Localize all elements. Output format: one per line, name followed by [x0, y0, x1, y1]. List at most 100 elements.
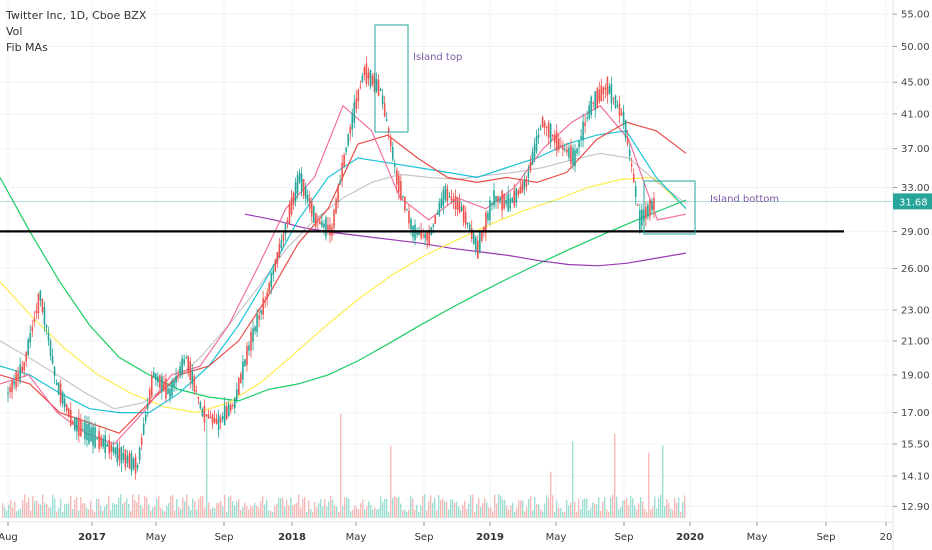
- volume-bar: [24, 494, 26, 518]
- volume-bar: [518, 500, 520, 518]
- volume-bar: [290, 497, 292, 518]
- price-candle: [464, 212, 467, 225]
- price-candle: [161, 376, 163, 392]
- price-candle: [244, 359, 246, 367]
- current-price-label: 31.68: [899, 197, 928, 208]
- legend-volume: Vol: [6, 25, 23, 38]
- price-candle: [442, 190, 445, 206]
- price-candle: [106, 444, 109, 447]
- volume-bar: [496, 503, 498, 518]
- volume-bar: [288, 505, 290, 518]
- volume-bar: [600, 510, 602, 518]
- volume-bar: [400, 503, 402, 518]
- price-candle: [543, 122, 546, 128]
- price-candle: [25, 351, 28, 362]
- volume-bar: [634, 505, 636, 518]
- volume-bar: [58, 508, 60, 518]
- price-candle: [630, 163, 633, 167]
- volume-bar: [656, 508, 658, 518]
- volume-bar: [318, 503, 320, 518]
- y-tick-label: 21.00: [901, 336, 930, 347]
- price-candle: [541, 117, 544, 128]
- volume-bar: [466, 508, 468, 518]
- price-candle: [78, 417, 80, 437]
- volume-bar: [294, 503, 296, 518]
- price-candle: [23, 361, 25, 371]
- volume-bar: [204, 507, 206, 518]
- price-candle: [436, 213, 439, 215]
- island-bottom-label: Island bottom: [710, 194, 779, 205]
- volume-bar: [552, 495, 554, 518]
- volume-bar: [344, 497, 346, 518]
- volume-bar: [440, 499, 442, 518]
- volume-bar: [504, 499, 506, 518]
- volume-bar: [246, 505, 248, 518]
- price-candle: [195, 390, 198, 392]
- volume-bar: [618, 509, 620, 518]
- y-tick-label: 37.00: [901, 144, 930, 155]
- price-candle: [438, 202, 441, 216]
- volume-bar: [628, 505, 630, 518]
- volume-bar: [36, 500, 38, 518]
- volume-bar: [6, 510, 8, 518]
- price-candle: [306, 194, 309, 202]
- volume-bar: [44, 503, 46, 518]
- volume-bar: [550, 471, 552, 518]
- volume-bar: [638, 503, 640, 518]
- volume-bar: [540, 509, 542, 518]
- volume-bar: [40, 504, 42, 518]
- price-candle: [636, 204, 639, 206]
- price-candle: [470, 228, 473, 239]
- volume-bar: [116, 504, 118, 518]
- price-candle: [614, 95, 617, 108]
- moving-average-line: [0, 130, 687, 414]
- volume-bar: [38, 503, 40, 518]
- price-candle: [525, 178, 528, 187]
- volume-bar: [332, 499, 334, 518]
- price-candle: [396, 170, 398, 185]
- volume-bar: [470, 495, 472, 518]
- volume-bar: [580, 508, 582, 518]
- y-tick-label: 45.00: [901, 78, 930, 89]
- price-candle: [511, 198, 514, 203]
- volume-bar: [368, 501, 370, 518]
- volume-bar: [510, 505, 512, 518]
- price-candle: [63, 398, 66, 407]
- price-candle: [584, 122, 586, 127]
- volume-bar: [606, 509, 608, 518]
- price-candle: [7, 392, 9, 394]
- volume-bar: [14, 501, 16, 518]
- price-candle: [49, 340, 52, 356]
- volume-bar: [242, 507, 244, 518]
- chart-legend: Twitter Inc, 1D, Cboe BZX Vol Fib MAs: [6, 8, 146, 56]
- volume-bar: [106, 504, 108, 518]
- volume-bar: [614, 433, 616, 518]
- volume-bar: [582, 499, 584, 518]
- volume-bar: [26, 502, 28, 518]
- x-tick-label: 2019: [476, 532, 504, 543]
- price-candle: [432, 224, 435, 227]
- volume-bar: [220, 500, 222, 518]
- price-candle: [173, 380, 175, 388]
- price-candle: [491, 203, 493, 205]
- volume-bar: [570, 502, 572, 518]
- volume-bar: [82, 503, 84, 518]
- price-candle: [549, 124, 552, 143]
- volume-bar: [482, 503, 484, 518]
- volume-bar: [616, 496, 618, 518]
- price-candle: [345, 147, 347, 152]
- volume-bar: [2, 503, 4, 518]
- price-candle: [400, 180, 402, 200]
- price-candle: [312, 206, 315, 223]
- volume-bar: [108, 495, 110, 518]
- price-candle: [122, 453, 125, 460]
- price-candle: [450, 196, 453, 201]
- volume-bar: [624, 500, 626, 518]
- volume-bar: [352, 509, 354, 518]
- price-candle: [165, 378, 167, 399]
- price-candle: [13, 380, 15, 385]
- volume-bar: [604, 497, 606, 518]
- price-candle: [288, 204, 291, 224]
- volume-bar: [156, 498, 158, 518]
